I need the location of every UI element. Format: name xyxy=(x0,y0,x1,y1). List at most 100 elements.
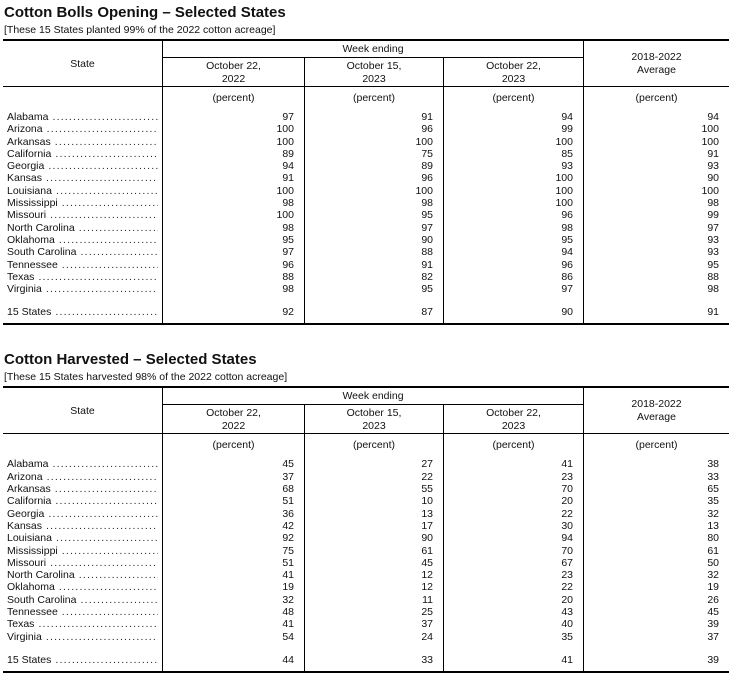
dot-leader xyxy=(46,520,158,532)
value-cell: 91 xyxy=(305,258,444,271)
value-cell: 42 xyxy=(163,519,305,533)
spacer-row xyxy=(3,320,729,324)
value-cell: 13 xyxy=(707,519,719,532)
state-name: Arkansas xyxy=(7,483,51,496)
state-cell: Virginia xyxy=(3,283,163,296)
state-cell: Louisiana xyxy=(3,184,163,198)
table-row: Louisiana100100100100 xyxy=(3,184,729,198)
value-cell: 37 xyxy=(707,630,719,643)
table-header: State Week ending 2018-2022 Average Octo… xyxy=(3,388,729,434)
column-header-state: State xyxy=(3,41,163,86)
value-cell: 39 xyxy=(707,653,719,666)
column-header-week-ending: Week ending xyxy=(163,388,584,406)
unit-cell: (percent) xyxy=(444,434,584,456)
dot-leader xyxy=(56,185,158,197)
value-cell: 20 xyxy=(444,593,584,607)
value-cell: 90 xyxy=(305,532,444,545)
value-cell: 100 xyxy=(701,123,719,136)
table-rows: Alabama45274138Arizona37222333Arkansas68… xyxy=(3,458,729,643)
value-cell: 11 xyxy=(305,593,444,607)
value-cell: 45 xyxy=(163,458,305,471)
state-name: Texas xyxy=(7,618,35,631)
dot-leader xyxy=(62,606,158,618)
state-name: Kansas xyxy=(7,172,43,185)
value-cell: 43 xyxy=(444,606,584,619)
value-cell: 100 xyxy=(163,123,305,136)
dot-leader xyxy=(38,618,158,630)
value-cell: 23 xyxy=(444,569,584,582)
value-cell: 92 xyxy=(163,306,305,321)
value-cell: 93 xyxy=(444,160,584,173)
value-cell: 89 xyxy=(163,147,305,161)
state-cell: California xyxy=(3,147,163,161)
report-title: Cotton Bolls Opening – Selected States xyxy=(4,4,286,21)
dot-leader xyxy=(46,172,158,184)
dot-leader xyxy=(62,545,158,557)
value-cell: 45 xyxy=(707,606,719,619)
state-name: Tennessee xyxy=(7,258,58,271)
value-cell: 97 xyxy=(305,221,444,234)
value-cell: 97 xyxy=(707,221,719,234)
value-cell: 95 xyxy=(707,258,719,271)
state-name: 15 States xyxy=(7,653,52,666)
state-cell: Mississippi xyxy=(3,197,163,210)
dot-leader xyxy=(55,483,158,495)
value-cell: 94 xyxy=(444,532,584,545)
state-cell: Kansas xyxy=(3,519,163,533)
value-cell: 93 xyxy=(707,246,719,259)
value-cell: 93 xyxy=(707,160,719,173)
value-cell: 95 xyxy=(305,283,444,296)
unit-row: (percent) (percent) (percent) (percent) xyxy=(3,433,729,456)
column-header-date: October 22, 2022 xyxy=(163,405,305,434)
table-row: Arizona1009699100 xyxy=(3,123,729,136)
unit-cell: (percent) xyxy=(305,87,444,108)
value-cell: 19 xyxy=(707,581,719,594)
state-cell: Texas xyxy=(3,270,163,284)
unit-cell: (percent) xyxy=(163,87,305,108)
value-cell: 41 xyxy=(444,653,584,668)
value-cell: 22 xyxy=(444,581,584,594)
value-cell: 20 xyxy=(444,495,584,508)
state-cell: Oklahoma xyxy=(3,581,163,594)
dot-leader xyxy=(52,458,158,470)
state-cell: North Carolina xyxy=(3,221,163,234)
table-row: North Carolina98979897 xyxy=(3,221,729,234)
cotton-harvested-section: Cotton Harvested – Selected States [Thes… xyxy=(3,351,730,673)
state-cell: Arkansas xyxy=(3,483,163,496)
dot-leader xyxy=(46,631,158,643)
value-cell: 25 xyxy=(305,606,444,619)
dot-leader xyxy=(56,532,158,544)
state-name: Arkansas xyxy=(7,135,51,148)
unit-cell: (percent) xyxy=(635,91,678,104)
value-cell: 94 xyxy=(707,111,719,123)
value-cell: 45 xyxy=(305,556,444,570)
state-name: Missouri xyxy=(7,556,47,569)
state-cell: Kansas xyxy=(3,172,163,185)
value-cell: 98 xyxy=(163,221,305,234)
value-cell: 33 xyxy=(305,653,444,668)
value-cell: 26 xyxy=(707,593,719,606)
state-name: Mississippi xyxy=(7,197,58,210)
dot-leader xyxy=(55,495,158,507)
state-name: Louisiana xyxy=(7,532,52,545)
value-cell: 37 xyxy=(163,470,305,484)
state-cell: Arizona xyxy=(3,123,163,136)
value-cell: 94 xyxy=(444,246,584,259)
unit-row: (percent) (percent) (percent) (percent) xyxy=(3,86,729,108)
value-cell: 90 xyxy=(707,172,719,185)
value-cell: 94 xyxy=(163,160,305,173)
column-header-average: 2018-2022 Average xyxy=(631,50,682,76)
dot-leader xyxy=(79,569,158,581)
value-cell: 100 xyxy=(444,135,584,148)
state-cell: 15 States xyxy=(3,653,163,668)
value-cell: 100 xyxy=(444,172,584,185)
value-cell: 96 xyxy=(305,123,444,136)
dot-leader xyxy=(52,111,158,123)
